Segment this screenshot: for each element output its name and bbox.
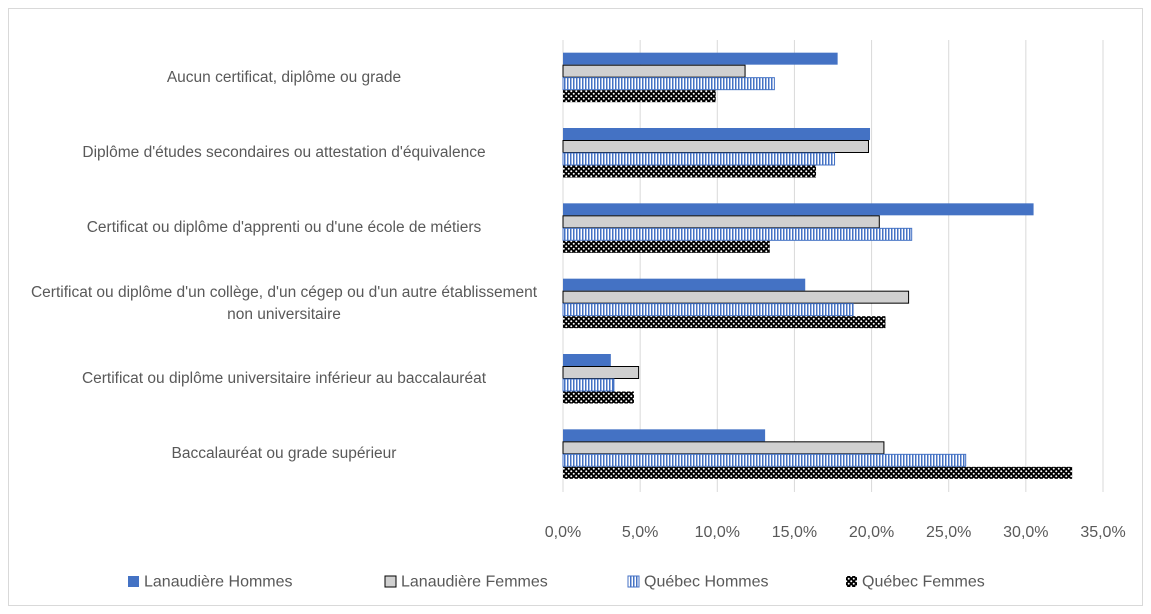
legend-label: Québec Hommes: [644, 574, 769, 591]
y-tick-label: Certificat ou diplôme d'apprenti ou d'un…: [86, 219, 482, 237]
legend-label: Québec Femmes: [862, 574, 985, 591]
x-tick-label: 15,0%: [772, 524, 817, 541]
x-tick-label: 30,0%: [1003, 524, 1048, 541]
legend-swatch: [128, 576, 139, 587]
legend-label: Lanaudière Hommes: [144, 574, 293, 591]
bar: [562, 303, 854, 317]
chart-border: [8, 8, 1143, 606]
bar: [563, 429, 766, 442]
legend-swatch: [846, 576, 857, 587]
bar: [563, 165, 817, 178]
y-tick-label: Baccalauréat ou grade supérieur: [171, 445, 397, 463]
bar: [563, 354, 611, 366]
x-tick-label: 10,0%: [695, 524, 740, 541]
legend-swatch: [627, 575, 640, 588]
bar: [563, 90, 716, 103]
legend-swatch: [384, 575, 397, 588]
x-tick-label: 25,0%: [926, 524, 971, 541]
y-tick-label: Aucun certificat, diplôme ou grade: [166, 68, 402, 86]
legend-label: Lanaudière Femmes: [401, 574, 548, 591]
y-tick-label: Certificat ou diplôme universitaire infé…: [81, 370, 487, 387]
bar: [562, 215, 880, 229]
bar: [563, 278, 806, 291]
y-tick-label: Certificat ou diplôme d'un collège, d'un…: [30, 283, 538, 323]
bar: [562, 140, 869, 153]
bar: [563, 128, 871, 140]
bar: [563, 52, 838, 65]
bar: [563, 240, 770, 253]
bar: [562, 378, 615, 392]
bar: [562, 453, 967, 467]
bar: [562, 77, 775, 91]
bar: [563, 466, 1073, 479]
bar: [562, 366, 640, 379]
bar: [563, 316, 886, 329]
bar: [563, 203, 1034, 216]
bar: [562, 290, 910, 304]
y-tick-label: Diplôme d'études secondaires ou attestat…: [82, 144, 486, 161]
bar: [562, 152, 836, 166]
bar: [563, 391, 634, 404]
bar: [562, 227, 913, 241]
x-tick-label: 5,0%: [622, 524, 658, 541]
x-tick-label: 35,0%: [1080, 524, 1125, 541]
bar: [562, 64, 746, 78]
x-tick-label: 0,0%: [545, 524, 581, 541]
bar: [562, 441, 885, 455]
x-tick-label: 20,0%: [849, 524, 894, 541]
